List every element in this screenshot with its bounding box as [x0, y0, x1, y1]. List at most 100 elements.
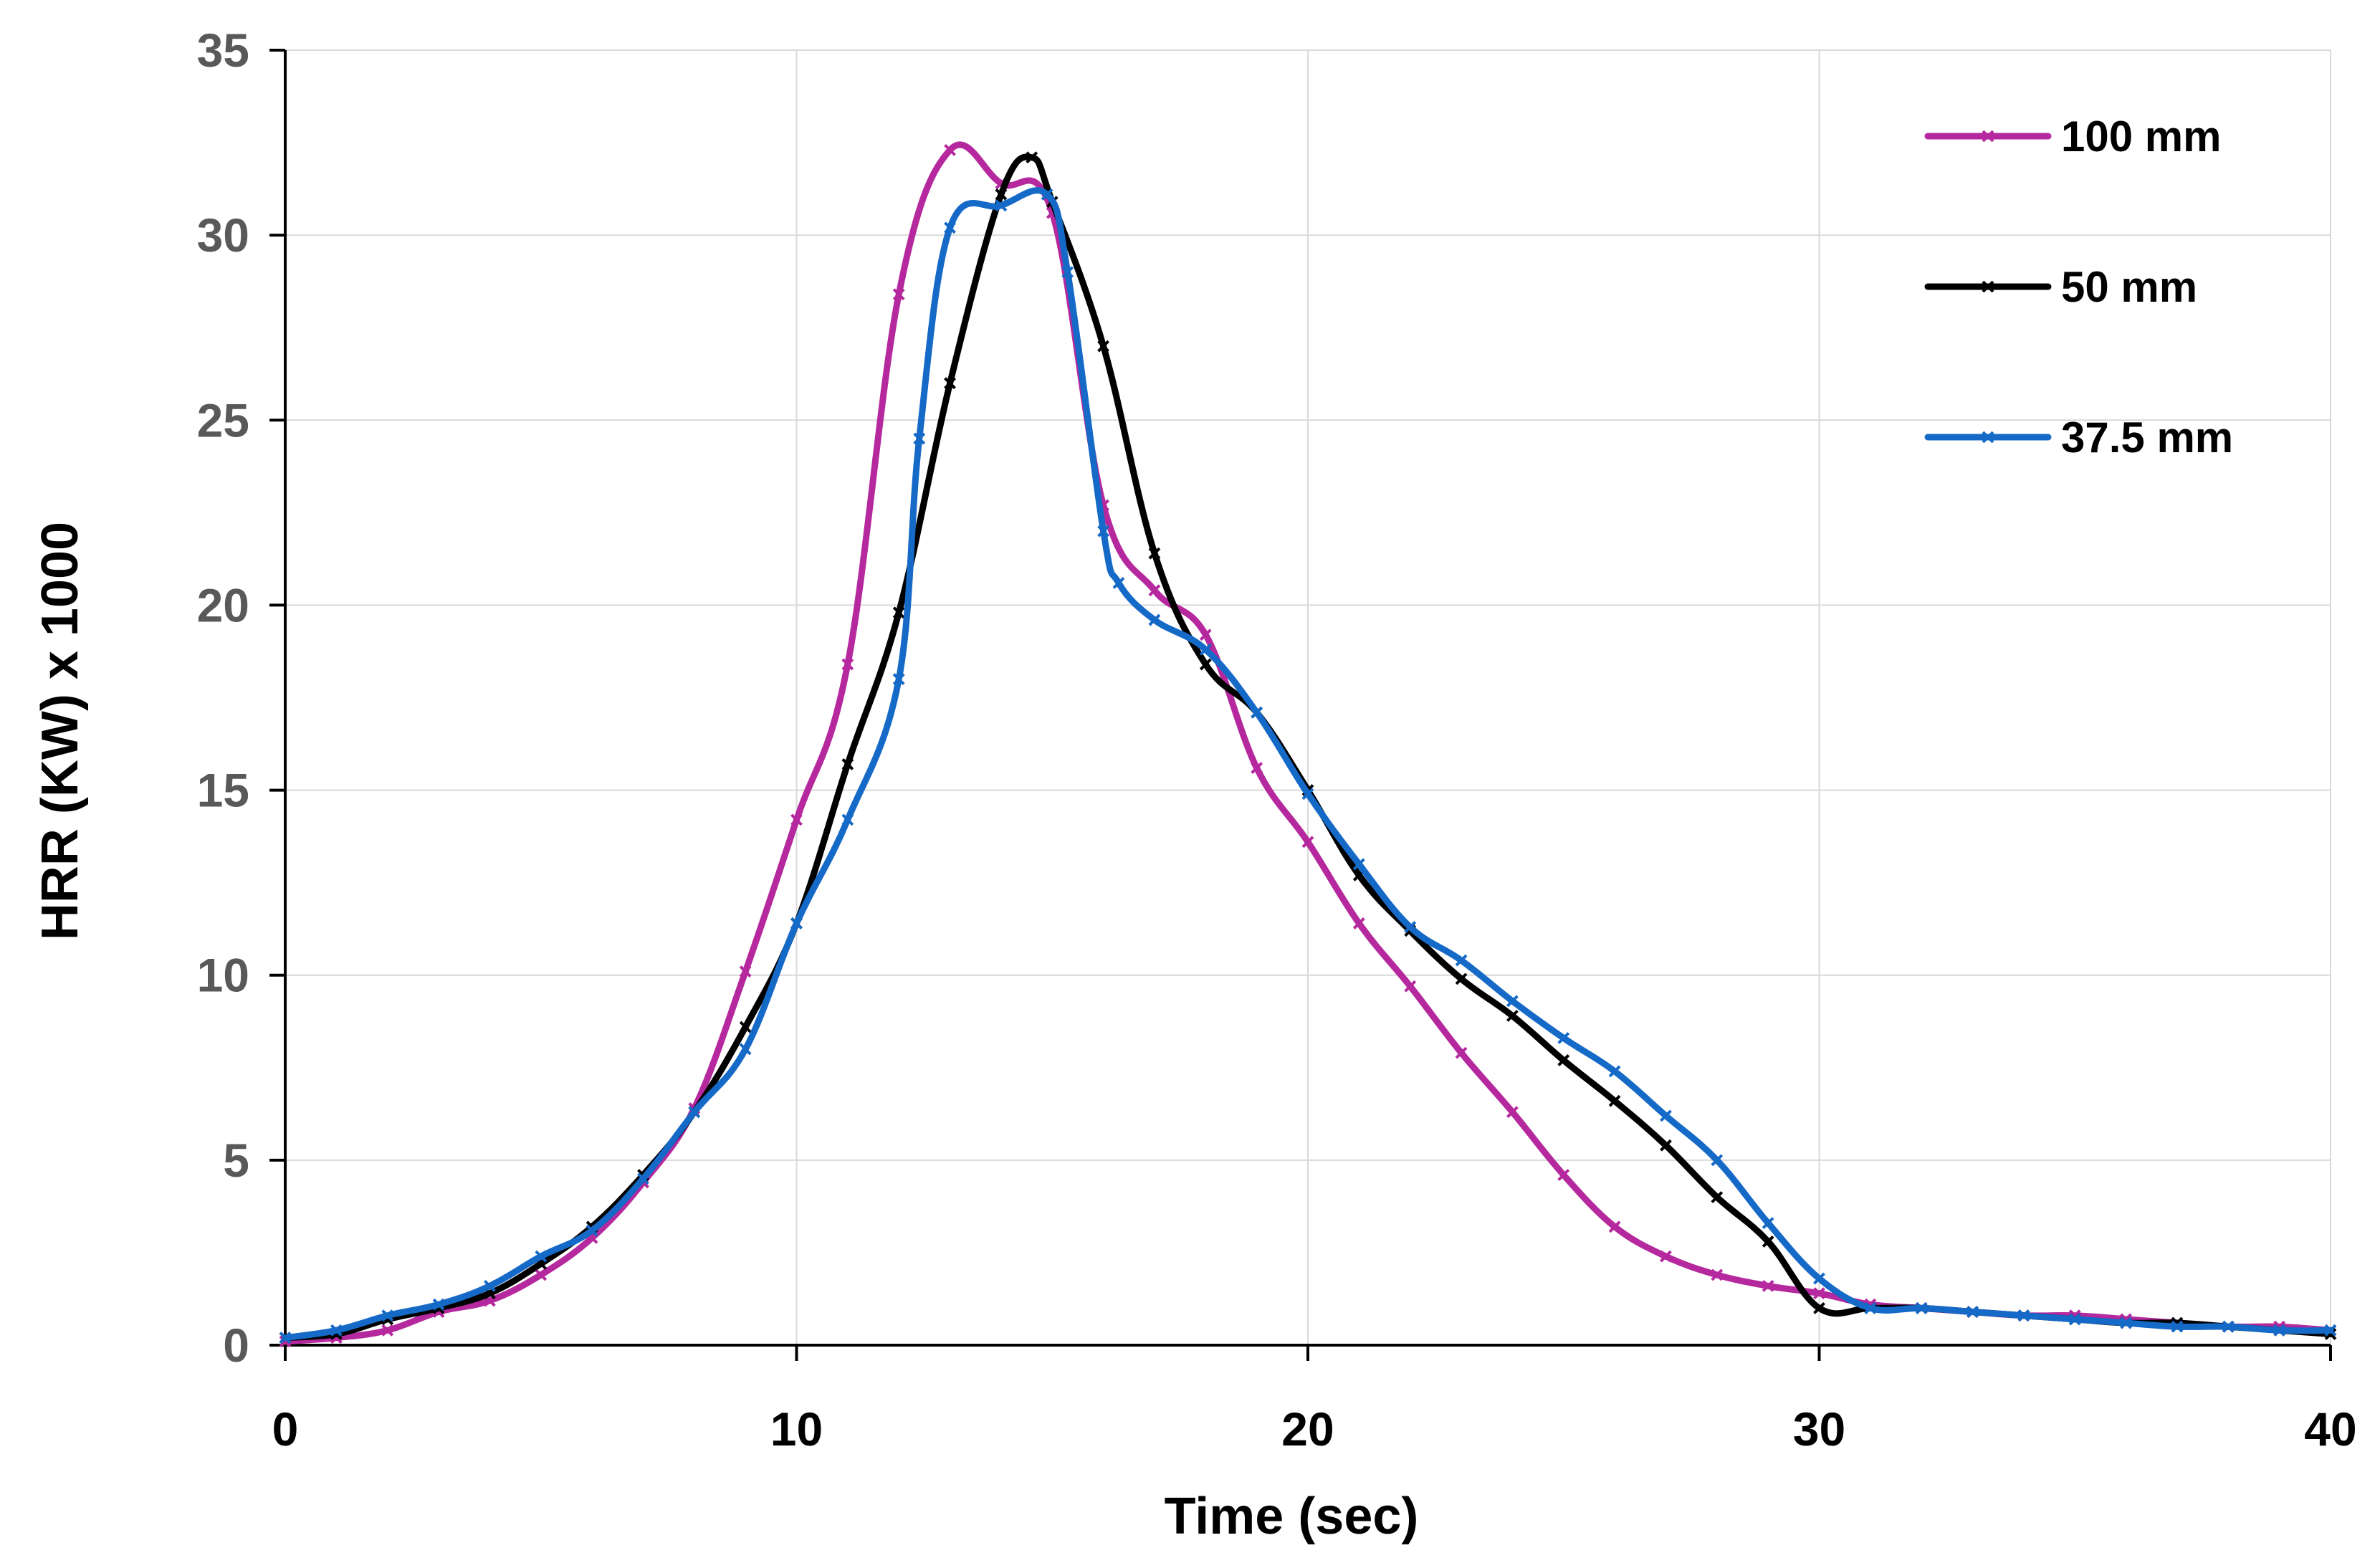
- data-point-marker: [432, 1298, 445, 1311]
- data-point-marker: [1711, 1191, 1724, 1203]
- data-point-marker: [2324, 1324, 2337, 1337]
- gridlines: [285, 49, 2331, 1345]
- y-axis-title: HRR (KW) x 1000: [32, 522, 89, 940]
- data-point-marker: [1711, 1154, 1724, 1167]
- data-point-marker: [1112, 577, 1125, 589]
- y-tick-label: 5: [223, 1134, 249, 1187]
- legend-marker: [1982, 130, 1994, 143]
- data-point-marker: [1455, 1046, 1468, 1059]
- series-37-5-mm: [279, 187, 2337, 1344]
- data-point-marker: [739, 965, 752, 978]
- data-point-marker: [1762, 1236, 1774, 1248]
- data-point-marker: [913, 432, 926, 445]
- data-point-marker: [1455, 972, 1468, 985]
- data-point-marker: [1557, 1054, 1570, 1066]
- data-point-marker: [841, 658, 854, 671]
- x-axis-title: Time (sec): [1165, 1488, 1419, 1545]
- data-point-marker: [1608, 1220, 1621, 1233]
- data-point-marker: [1148, 547, 1161, 560]
- data-point-marker: [1660, 1109, 1672, 1122]
- data-point-marker: [1148, 584, 1161, 597]
- data-point-marker: [1251, 706, 1263, 719]
- data-point-marker: [1557, 1169, 1570, 1181]
- data-point-marker: [1506, 995, 1519, 1008]
- y-tick-label: 10: [197, 949, 249, 1002]
- x-tick-label: 30: [1793, 1402, 1845, 1456]
- data-point-marker: [944, 377, 956, 390]
- data-point-marker: [1404, 980, 1417, 993]
- data-point-marker: [1097, 525, 1110, 537]
- data-point-marker: [2068, 1313, 2081, 1326]
- x-tick-label: 20: [1281, 1402, 1334, 1456]
- data-point-marker: [892, 606, 905, 619]
- data-point-marker: [944, 221, 956, 234]
- data-point-marker: [1199, 643, 1212, 656]
- legend-entry: 100 mm: [1924, 113, 2221, 161]
- data-point-marker: [2171, 1320, 2184, 1333]
- data-point-marker: [790, 813, 803, 826]
- data-point-marker: [1711, 1268, 1724, 1281]
- data-point-marker: [381, 1309, 394, 1322]
- data-point-marker: [1915, 1301, 1928, 1314]
- data-point-marker: [1813, 1287, 1825, 1300]
- data-point-marker: [2222, 1320, 2235, 1333]
- data-point-marker: [535, 1268, 548, 1281]
- data-point-marker: [1813, 1301, 1825, 1314]
- data-point-marker: [1762, 1279, 1774, 1292]
- data-point-marker: [841, 758, 854, 770]
- y-tick-label: 15: [197, 764, 249, 817]
- data-point-marker: [995, 188, 1008, 201]
- data-point-marker: [1061, 266, 1074, 279]
- data-point-marker: [1660, 1250, 1672, 1263]
- data-point-marker: [381, 1324, 394, 1337]
- data-point-marker: [1557, 1032, 1570, 1044]
- data-point-marker: [739, 1021, 752, 1033]
- data-point-marker: [1097, 340, 1110, 353]
- data-point-marker: [841, 813, 854, 826]
- x-tick-label: 0: [272, 1402, 299, 1456]
- legend: 100 mm 50 mm 37.5 mm: [1924, 113, 2233, 462]
- data-point-marker: [1608, 1094, 1621, 1107]
- data-point-marker: [739, 1043, 752, 1056]
- data-point-marker: [1199, 658, 1212, 671]
- data-point-marker: [1199, 629, 1212, 641]
- data-point-marker: [944, 143, 956, 156]
- x-tick-label: 40: [2304, 1402, 2356, 1456]
- data-series: [279, 141, 2337, 1348]
- x-axis-ticks: 0 10 20 30 40: [272, 1345, 2357, 1456]
- data-point-marker: [1148, 613, 1161, 626]
- legend-entry: 50 mm: [1924, 263, 2197, 311]
- data-point-marker: [1041, 188, 1053, 201]
- data-point-marker: [586, 1224, 598, 1237]
- data-point-marker: [1352, 917, 1365, 929]
- data-point-marker: [279, 1332, 292, 1344]
- data-point-marker: [1026, 151, 1038, 164]
- data-point-marker: [2120, 1316, 2133, 1329]
- data-point-marker: [1301, 836, 1314, 849]
- legend-entry: 37.5 mm: [1924, 414, 2233, 462]
- data-point-marker: [1506, 1010, 1519, 1022]
- data-point-marker: [1660, 1139, 1672, 1152]
- data-point-marker: [1404, 921, 1417, 934]
- legend-marker: [1982, 431, 1994, 444]
- data-point-marker: [1301, 788, 1314, 800]
- data-point-marker: [1966, 1306, 1979, 1318]
- data-point-marker: [1864, 1301, 1877, 1314]
- data-point-marker: [790, 917, 803, 929]
- y-axis-ticks: 0 5 10 15 20 25 30 35: [197, 24, 285, 1372]
- data-point-marker: [688, 1106, 701, 1119]
- data-point-marker: [1251, 762, 1263, 775]
- data-point-marker: [892, 673, 905, 686]
- y-tick-label: 20: [197, 578, 249, 631]
- data-point-marker: [2017, 1309, 2030, 1322]
- data-point-marker: [1813, 1272, 1825, 1285]
- y-tick-label: 25: [197, 393, 249, 446]
- data-point-marker: [892, 288, 905, 301]
- y-tick-label: 30: [197, 209, 249, 262]
- legend-label: 37.5 mm: [2061, 414, 2233, 462]
- data-point-marker: [637, 1172, 649, 1185]
- data-point-marker: [1608, 1065, 1621, 1078]
- data-point-marker: [1455, 954, 1468, 967]
- y-tick-label: 35: [197, 24, 249, 77]
